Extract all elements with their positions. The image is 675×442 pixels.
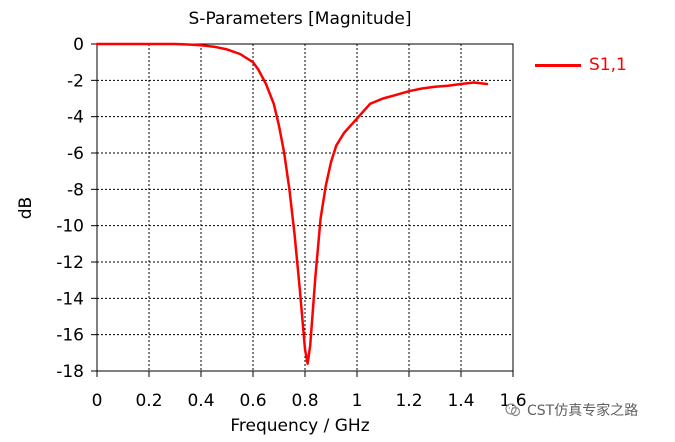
y-tick-label: -18 xyxy=(56,362,84,382)
chart-title: S-Parameters [Magnitude] xyxy=(188,9,412,29)
legend: S1,1 xyxy=(535,53,627,77)
watermark: CST仿真专家之路 xyxy=(505,400,638,420)
y-tick-label: -2 xyxy=(67,71,84,91)
y-axis-label: dB xyxy=(16,196,36,220)
x-tick-label: 1.6 xyxy=(499,391,526,411)
y-tick-label: -8 xyxy=(67,180,84,200)
x-tick-label: 0 xyxy=(92,391,103,411)
x-tick-label: 0.2 xyxy=(135,391,162,411)
y-tick-label: -12 xyxy=(56,253,84,273)
y-tick-label: -16 xyxy=(56,326,84,346)
watermark-text: CST仿真专家之路 xyxy=(527,403,639,419)
x-tick-label: 0.4 xyxy=(187,391,214,411)
y-tick-label: -10 xyxy=(56,217,84,237)
wechat-icon xyxy=(505,403,521,417)
x-tick-label: 1.4 xyxy=(447,391,474,411)
x-tick-label: 1.2 xyxy=(395,391,422,411)
legend-swatch-s11 xyxy=(535,63,581,67)
x-tick-label: 0.8 xyxy=(291,391,318,411)
y-tick-label: 0 xyxy=(73,35,84,55)
series-line-s11 xyxy=(95,42,489,365)
x-tick-label: 0.6 xyxy=(239,391,266,411)
x-axis-label: Frequency / GHz xyxy=(230,416,370,436)
legend-label-s11: S1,1 xyxy=(589,55,627,75)
y-tick-label: -14 xyxy=(56,289,84,309)
y-tick-label: -4 xyxy=(67,108,84,128)
x-tick-label: 1 xyxy=(352,391,363,411)
y-tick-label: -6 xyxy=(67,144,84,164)
